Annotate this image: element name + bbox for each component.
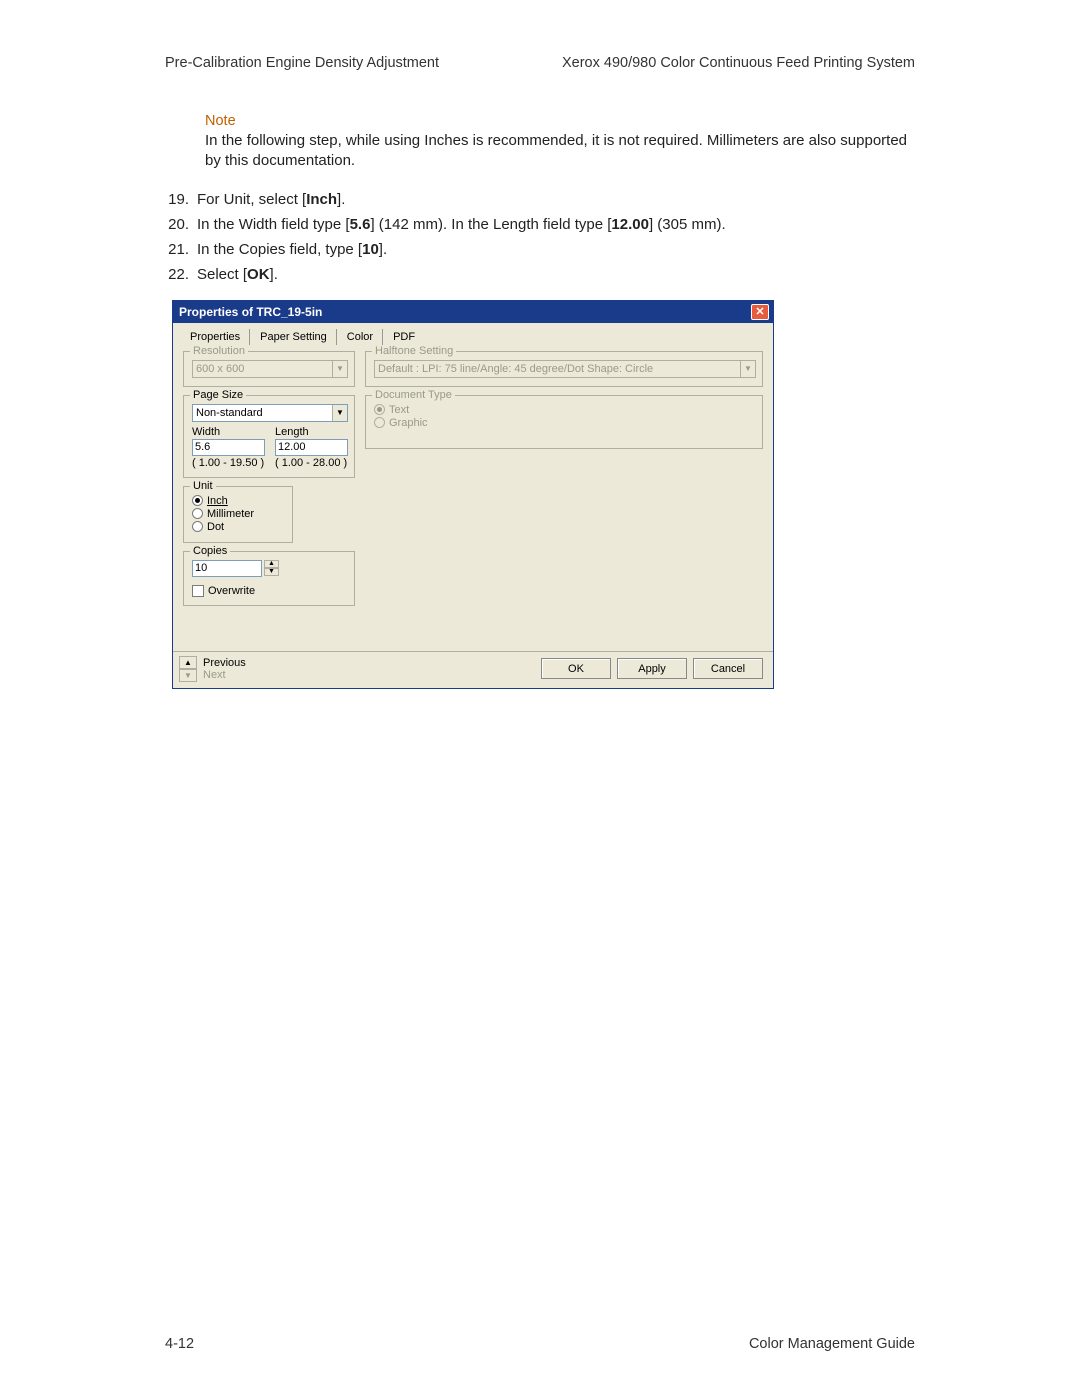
close-icon[interactable]: ✕ [751,304,769,320]
step-22: 22. Select [OK]. [165,265,915,285]
page-number: 4-12 [165,1336,194,1352]
copies-legend: Copies [190,545,230,557]
halftone-legend: Halftone Setting [372,345,456,357]
resolution-fieldset: Resolution 600 x 600 ▼ [183,351,355,387]
copies-fieldset: Copies 10 ▲ ▼ Overwrite [183,551,355,606]
resolution-legend: Resolution [190,345,248,357]
length-input[interactable]: 12.00 [275,439,348,456]
length-range: ( 1.00 - 28.00 ) [275,457,348,469]
unit-inch-radio[interactable]: Inch [192,495,286,507]
dialog-footer: ▲ ▼ Previous Next OK Apply Cancel [173,651,773,688]
prev-icon[interactable]: ▲ [179,656,197,669]
copies-input[interactable]: 10 [192,560,262,577]
tab-color[interactable]: Color [338,329,383,345]
page-footer: 4-12 Color Management Guide [165,1336,915,1352]
apply-button[interactable]: Apply [617,658,687,679]
next-icon: ▼ [179,669,197,682]
next-label: Next [203,669,246,681]
pagesize-dropdown[interactable]: Non-standard ▼ [192,404,348,422]
note-text: In the following step, while using Inche… [205,131,915,172]
chevron-down-icon[interactable]: ▼ [332,405,347,421]
step-20: 20. In the Width field type [5.6] (142 m… [165,215,915,235]
pagesize-fieldset: Page Size Non-standard ▼ Width 5.6 ( 1.0… [183,395,355,478]
pagesize-legend: Page Size [190,389,246,401]
chevron-down-icon[interactable]: ▼ [264,568,279,576]
doctype-graphic-radio: Graphic [374,417,756,429]
overwrite-checkbox[interactable]: Overwrite [192,585,348,597]
halftone-dropdown: Default : LPI: 75 line/Angle: 45 degree/… [374,360,756,378]
resolution-dropdown: 600 x 600 ▼ [192,360,348,378]
doctype-legend: Document Type [372,389,455,401]
length-label: Length [275,426,348,438]
dialog-tabs: Properties Paper Setting Color PDF [173,323,773,345]
page-header: Pre-Calibration Engine Density Adjustmen… [165,55,915,71]
cancel-button[interactable]: Cancel [693,658,763,679]
unit-dot-radio[interactable]: Dot [192,521,286,533]
doctype-fieldset: Document Type Text Graphic [365,395,763,449]
tab-properties[interactable]: Properties [181,329,250,345]
properties-dialog: Properties of TRC_19-5in ✕ Properties Pa… [172,300,774,689]
step-21: 21. In the Copies field, type [10]. [165,240,915,260]
prev-label[interactable]: Previous [203,657,246,669]
note-block: Note In the following step, while using … [205,113,915,172]
dialog-titlebar[interactable]: Properties of TRC_19-5in ✕ [173,301,773,323]
tab-paper-setting[interactable]: Paper Setting [251,329,337,345]
unit-legend: Unit [190,480,216,492]
step-list: 19. For Unit, select [Inch]. 20. In the … [165,190,915,286]
unit-millimeter-radio[interactable]: Millimeter [192,508,286,520]
ok-button[interactable]: OK [541,658,611,679]
dialog-title: Properties of TRC_19-5in [179,305,322,319]
copies-spinner[interactable]: ▲ ▼ [264,560,279,576]
note-label: Note [205,113,915,129]
doctype-text-radio: Text [374,404,756,416]
header-right: Xerox 490/980 Color Continuous Feed Prin… [562,55,915,71]
width-input[interactable]: 5.6 [192,439,265,456]
header-left: Pre-Calibration Engine Density Adjustmen… [165,55,439,71]
unit-fieldset: Unit Inch Millimeter Dot [183,486,293,543]
step-19: 19. For Unit, select [Inch]. [165,190,915,210]
footer-title: Color Management Guide [749,1336,915,1352]
halftone-fieldset: Halftone Setting Default : LPI: 75 line/… [365,351,763,387]
width-label: Width [192,426,265,438]
chevron-up-icon[interactable]: ▲ [264,560,279,568]
chevron-down-icon: ▼ [740,361,755,377]
width-range: ( 1.00 - 19.50 ) [192,457,265,469]
tab-pdf[interactable]: PDF [384,329,424,345]
chevron-down-icon: ▼ [332,361,347,377]
